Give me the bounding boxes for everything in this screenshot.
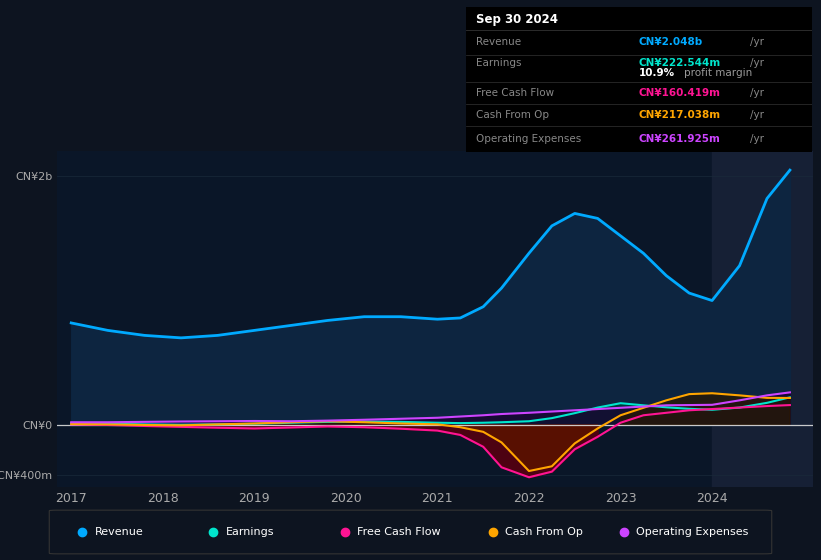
Text: /yr: /yr <box>750 134 764 144</box>
Text: CN¥261.925m: CN¥261.925m <box>639 134 721 144</box>
Text: /yr: /yr <box>750 38 764 48</box>
Text: Revenue: Revenue <box>94 527 143 537</box>
Text: profit margin: profit margin <box>684 68 752 78</box>
Text: Cash From Op: Cash From Op <box>505 527 583 537</box>
Text: Operating Expenses: Operating Expenses <box>636 527 749 537</box>
Text: 10.9%: 10.9% <box>639 68 675 78</box>
Text: CN¥160.419m: CN¥160.419m <box>639 88 721 99</box>
Text: CN¥217.038m: CN¥217.038m <box>639 110 721 120</box>
Text: CN¥2.048b: CN¥2.048b <box>639 38 703 48</box>
Text: Sep 30 2024: Sep 30 2024 <box>476 12 558 26</box>
Text: Revenue: Revenue <box>476 38 521 48</box>
Bar <box>712 151 813 487</box>
Text: Free Cash Flow: Free Cash Flow <box>476 88 554 99</box>
Text: Free Cash Flow: Free Cash Flow <box>357 527 441 537</box>
Text: /yr: /yr <box>750 58 764 68</box>
Text: /yr: /yr <box>750 110 764 120</box>
Text: CN¥222.544m: CN¥222.544m <box>639 58 721 68</box>
Text: Cash From Op: Cash From Op <box>476 110 549 120</box>
Text: /yr: /yr <box>750 88 764 99</box>
Text: Operating Expenses: Operating Expenses <box>476 134 581 144</box>
Text: Earnings: Earnings <box>476 58 521 68</box>
Text: Earnings: Earnings <box>226 527 274 537</box>
FancyBboxPatch shape <box>49 510 772 554</box>
